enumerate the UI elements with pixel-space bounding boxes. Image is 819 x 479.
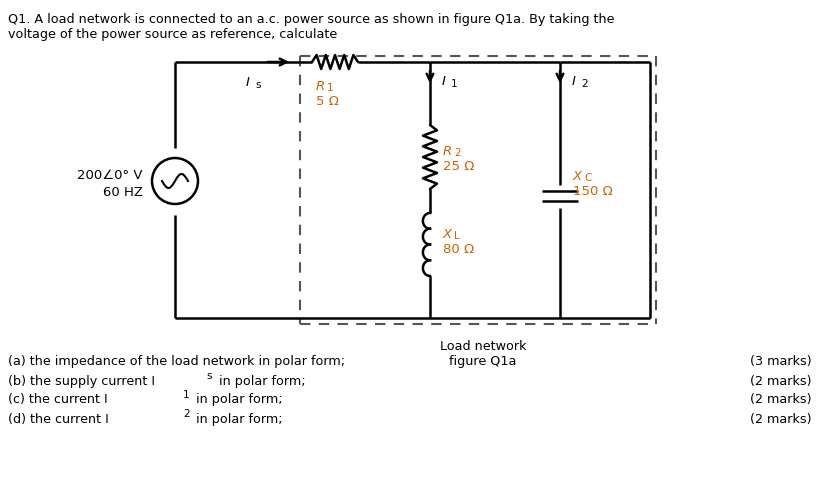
Text: 2: 2: [454, 148, 460, 158]
Text: I: I: [441, 75, 446, 88]
Text: C: C: [583, 173, 590, 183]
Text: (2 marks): (2 marks): [749, 375, 811, 388]
Text: 1: 1: [450, 79, 457, 89]
Text: I: I: [572, 75, 575, 88]
Text: 200∠0° V: 200∠0° V: [78, 169, 143, 182]
Text: (d) the current I: (d) the current I: [8, 412, 109, 425]
Text: X: X: [572, 170, 581, 183]
Text: 1: 1: [327, 83, 333, 93]
Text: 25 Ω: 25 Ω: [442, 160, 474, 173]
Text: (2 marks): (2 marks): [749, 394, 811, 407]
Text: 60 HZ: 60 HZ: [103, 185, 143, 198]
Text: I: I: [246, 76, 250, 89]
Text: in polar form;: in polar form;: [192, 394, 283, 407]
Text: Q1. A load network is connected to an a.c. power source as shown in figure Q1a. : Q1. A load network is connected to an a.…: [8, 13, 613, 26]
Text: 80 Ω: 80 Ω: [442, 243, 473, 256]
Text: R: R: [442, 145, 452, 158]
Text: (a) the impedance of the load network in polar form;: (a) the impedance of the load network in…: [8, 355, 345, 368]
Text: 1: 1: [183, 390, 189, 400]
Text: (c) the current I: (c) the current I: [8, 394, 107, 407]
Circle shape: [152, 158, 197, 204]
Text: X: X: [442, 228, 451, 241]
Text: voltage of the power source as reference, calculate: voltage of the power source as reference…: [8, 28, 337, 41]
Text: (b) the supply current I: (b) the supply current I: [8, 375, 155, 388]
Text: 5 Ω: 5 Ω: [315, 95, 338, 108]
Text: 2: 2: [581, 79, 587, 89]
Text: 2: 2: [183, 409, 189, 419]
Text: in polar form;: in polar form;: [192, 412, 283, 425]
Text: R: R: [315, 80, 325, 93]
Text: (3 marks): (3 marks): [749, 355, 811, 368]
Text: 150 Ω: 150 Ω: [572, 185, 612, 198]
Text: (2 marks): (2 marks): [749, 412, 811, 425]
Text: L: L: [454, 231, 459, 241]
Text: Load network: Load network: [439, 340, 526, 353]
Text: s: s: [206, 371, 211, 381]
Text: in polar form;: in polar form;: [215, 375, 305, 388]
Text: figure Q1a: figure Q1a: [449, 355, 516, 368]
Text: s: s: [255, 80, 260, 90]
